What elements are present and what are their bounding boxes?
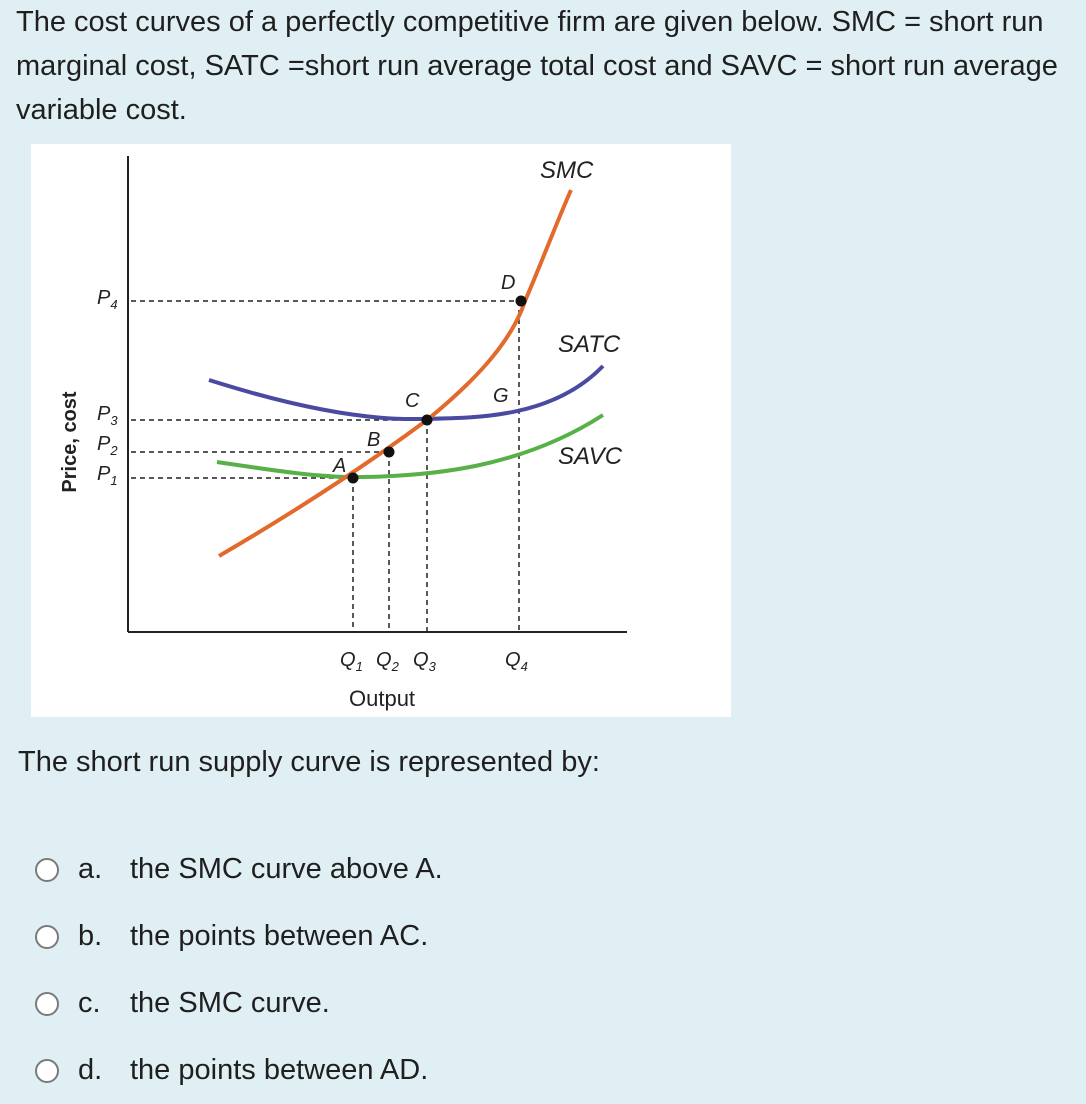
prompt-text: The short run supply curve is represente…	[18, 746, 600, 778]
radio-c[interactable]	[35, 991, 59, 1016]
price-label-p2: P2	[97, 433, 118, 458]
savc-label: SAVC	[558, 443, 623, 470]
option-c[interactable]: c. the SMC curve.	[35, 970, 443, 1037]
point-label-b: B	[367, 429, 380, 451]
quantity-label-q3: Q3	[413, 649, 437, 674]
point-a	[347, 472, 359, 484]
option-a-letter: a.	[78, 853, 103, 885]
option-d-text: the points between AD.	[130, 1054, 429, 1086]
point-label-c: C	[405, 390, 420, 412]
price-label-p4: P4	[97, 287, 118, 312]
cost-curves-figure: A B C D G SMC SATC SAVC P4 P3 P2 P1 Q1 Q…	[31, 144, 731, 717]
point-label-d: D	[501, 272, 515, 294]
option-c-letter: c.	[78, 987, 101, 1019]
point-label-a: A	[332, 455, 346, 477]
savc-curve	[216, 413, 605, 480]
option-b[interactable]: b. the points between AC.	[35, 903, 443, 970]
answer-options: a. the SMC curve above A. b. the points …	[35, 836, 443, 1104]
radio-a[interactable]	[35, 857, 59, 882]
option-d[interactable]: d. the points between AD.	[35, 1037, 443, 1104]
option-b-letter: b.	[78, 920, 103, 952]
quantity-label-q2: Q2	[376, 649, 400, 674]
quantity-label-q4: Q4	[505, 649, 528, 674]
radio-d[interactable]	[35, 1058, 59, 1083]
satc-label: SATC	[558, 331, 621, 358]
cost-curves-diagram: A B C D G SMC SATC SAVC P4 P3 P2 P1 Q1 Q…	[59, 156, 627, 711]
price-label-p1: P1	[97, 463, 118, 488]
point-b	[383, 446, 395, 458]
satc-curve	[208, 364, 605, 422]
smc-label: SMC	[540, 157, 594, 184]
quantity-label-q1: Q1	[340, 649, 363, 674]
option-d-letter: d.	[78, 1054, 103, 1086]
price-label-p3: P3	[97, 403, 118, 428]
smc-curve	[217, 189, 573, 558]
point-label-g: G	[493, 385, 509, 407]
radio-b[interactable]	[35, 924, 59, 949]
x-axis-title: Output	[349, 686, 415, 711]
option-c-text: the SMC curve.	[130, 987, 330, 1019]
option-a[interactable]: a. the SMC curve above A.	[35, 836, 443, 903]
y-axis-title: Price, cost	[59, 391, 81, 493]
option-a-text: the SMC curve above A.	[130, 853, 443, 885]
question-text: The cost curves of a perfectly competiti…	[16, 6, 1058, 126]
option-b-text: the points between AC.	[130, 920, 429, 952]
point-d	[515, 295, 527, 307]
point-c	[421, 414, 433, 426]
